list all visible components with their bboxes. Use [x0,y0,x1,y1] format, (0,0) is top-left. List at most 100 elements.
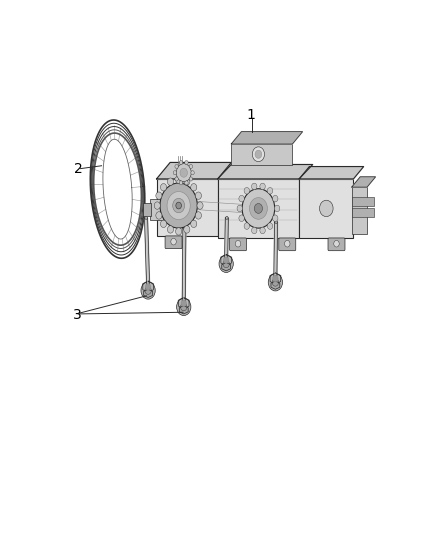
Text: 3: 3 [74,308,82,322]
FancyBboxPatch shape [230,238,247,251]
Circle shape [251,183,257,190]
Circle shape [160,220,166,228]
Circle shape [219,255,233,272]
FancyBboxPatch shape [352,197,374,206]
Circle shape [180,168,187,177]
FancyBboxPatch shape [328,238,345,251]
Polygon shape [271,281,280,289]
Polygon shape [221,254,231,266]
FancyBboxPatch shape [231,144,293,165]
Circle shape [267,223,273,229]
Circle shape [272,278,279,286]
Circle shape [191,171,194,175]
FancyBboxPatch shape [143,204,152,216]
Circle shape [260,227,265,233]
Circle shape [184,178,190,185]
Circle shape [244,188,250,194]
Circle shape [175,177,178,181]
FancyBboxPatch shape [279,238,296,251]
Circle shape [185,160,188,165]
Circle shape [175,164,178,168]
Circle shape [250,198,267,219]
Circle shape [191,220,197,228]
Circle shape [167,178,173,185]
Circle shape [181,300,187,306]
Circle shape [180,303,187,311]
FancyBboxPatch shape [299,179,353,238]
FancyBboxPatch shape [165,236,182,248]
Circle shape [167,191,190,220]
Text: 2: 2 [74,161,83,175]
FancyBboxPatch shape [352,187,367,235]
Circle shape [272,215,278,222]
Circle shape [176,202,181,209]
Polygon shape [352,177,375,187]
Circle shape [251,227,257,233]
Circle shape [191,183,197,191]
Circle shape [223,257,229,263]
Polygon shape [299,166,364,179]
Circle shape [252,147,265,161]
Polygon shape [178,297,189,309]
Polygon shape [143,281,153,293]
FancyBboxPatch shape [352,207,374,216]
Circle shape [189,164,193,168]
Circle shape [189,177,193,181]
Circle shape [260,183,265,190]
Circle shape [160,183,197,228]
Polygon shape [182,228,186,301]
Circle shape [285,240,290,247]
Circle shape [179,160,183,165]
Circle shape [183,227,186,230]
Circle shape [254,204,262,213]
Polygon shape [225,218,228,257]
Circle shape [179,181,183,185]
Polygon shape [144,289,152,297]
FancyBboxPatch shape [150,199,163,220]
Polygon shape [179,306,188,314]
Circle shape [154,202,160,209]
Circle shape [272,275,278,282]
Circle shape [226,216,228,220]
Circle shape [176,176,182,183]
Circle shape [267,188,273,194]
Circle shape [176,228,182,235]
Circle shape [176,164,191,182]
Circle shape [173,171,177,175]
Circle shape [223,260,230,268]
Polygon shape [156,163,231,179]
Circle shape [167,226,173,233]
Circle shape [255,150,262,158]
Circle shape [334,240,339,247]
Circle shape [320,200,333,216]
Circle shape [239,215,244,222]
Circle shape [237,205,243,212]
Circle shape [195,212,201,219]
FancyBboxPatch shape [156,179,218,236]
Circle shape [141,282,155,299]
Circle shape [185,181,188,185]
Circle shape [171,238,176,245]
Circle shape [274,205,280,212]
Polygon shape [231,132,303,144]
Circle shape [197,202,203,209]
Text: 1: 1 [247,108,255,122]
Circle shape [177,298,191,316]
Polygon shape [145,218,150,284]
Circle shape [184,226,190,233]
Circle shape [156,212,162,219]
Circle shape [268,273,283,291]
Polygon shape [222,263,230,271]
Circle shape [156,192,162,199]
Polygon shape [218,165,313,179]
Polygon shape [274,222,278,276]
Circle shape [145,284,151,290]
Circle shape [235,240,241,247]
Circle shape [244,223,250,229]
Circle shape [195,192,201,199]
Circle shape [173,198,185,213]
Circle shape [145,287,151,294]
Circle shape [275,221,277,223]
Circle shape [145,216,147,220]
Circle shape [239,196,244,202]
